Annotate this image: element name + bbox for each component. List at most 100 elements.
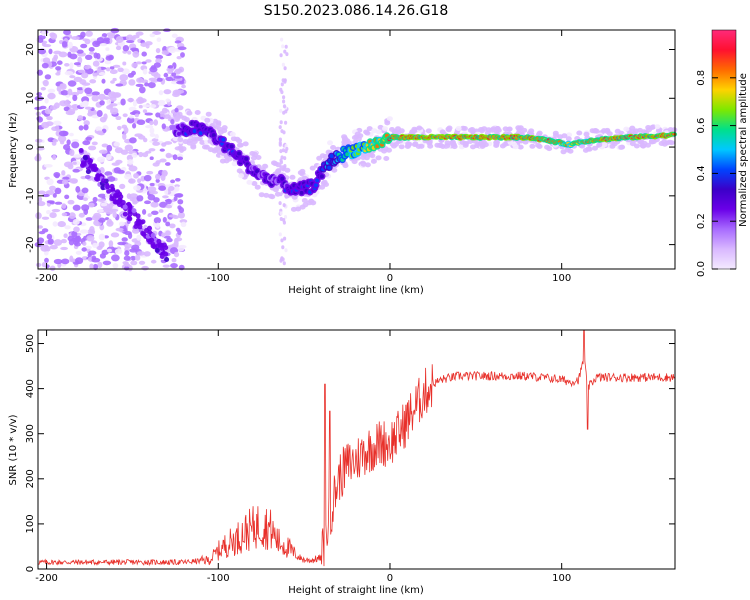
spectrogram-cell <box>119 74 129 82</box>
spectrogram-cell <box>149 127 155 134</box>
spectrogram-cell <box>127 50 132 55</box>
spectrogram-cell <box>110 107 119 115</box>
spectrogram-cell <box>45 190 55 196</box>
spectrogram-cell <box>104 96 110 100</box>
spectrogram-cell <box>49 185 56 191</box>
spectrogram-cell <box>43 163 53 168</box>
spectrogram-cell <box>142 68 148 75</box>
spectrogram-cell <box>73 226 80 233</box>
spectrogram-cell <box>138 260 146 265</box>
spectrogram-blobs <box>34 27 678 272</box>
spectrogram-cell <box>150 232 156 238</box>
spectrogram-cell <box>159 245 165 251</box>
spectrogram-cell <box>58 130 68 137</box>
spectrogram-cell <box>155 54 164 60</box>
spectrogram-cell <box>112 211 117 219</box>
spectrogram-cell <box>327 165 332 170</box>
spectrogram-cell <box>221 137 226 142</box>
spectrogram-cell <box>280 37 284 42</box>
spectrogram-cell <box>64 194 70 200</box>
spectrogram-cell <box>330 145 337 150</box>
spectrogram-cell <box>107 176 116 182</box>
spectrogram-cell <box>165 154 175 158</box>
spectrogram-cell <box>283 49 287 54</box>
spectrogram-cell <box>127 209 133 214</box>
spectrogram-cell <box>108 240 114 248</box>
y-tick-label: 400 <box>25 379 36 398</box>
spectrogram-cell <box>284 167 291 173</box>
spectrogram-cell <box>155 112 161 118</box>
spectrogram-cell <box>163 251 169 257</box>
spectrogram-cell <box>98 233 106 241</box>
spectrogram-cell <box>258 192 265 198</box>
spectrogram-cell <box>176 56 182 60</box>
spectrogram-cell <box>446 125 453 131</box>
spectrogram-cell <box>124 261 129 267</box>
spectrogram-cell <box>105 47 110 51</box>
spectrogram-cell <box>280 176 285 181</box>
spectrogram-cell <box>85 136 93 141</box>
spectrogram-cell <box>136 234 142 241</box>
spectrogram-cell <box>650 139 657 145</box>
spectrogram-cell <box>162 216 167 223</box>
spectrogram-cell <box>162 264 170 268</box>
spectrogram-cell <box>173 196 178 202</box>
spectrogram-cell <box>170 263 178 269</box>
spectrogram-cell <box>74 242 81 247</box>
spectrogram-cell <box>138 151 144 158</box>
spectrogram-cell <box>246 179 253 185</box>
spectrogram-cell <box>131 62 138 68</box>
spectrogram-cell <box>66 139 71 146</box>
spectrogram-cell <box>69 149 75 157</box>
spectrogram-cell <box>44 108 52 115</box>
spectrogram-cell <box>83 120 90 126</box>
spectrogram-cell <box>37 37 44 44</box>
x-tick-label: -200 <box>35 273 58 284</box>
spectrogram-cell <box>128 79 136 86</box>
spectrogram-cell <box>106 248 112 253</box>
spectrogram-cell <box>113 141 121 147</box>
spectrogram-cell <box>105 184 111 190</box>
spectrogram-cell <box>150 100 159 104</box>
spectrogram-cell <box>126 215 132 221</box>
spectrogram-cell <box>97 156 106 163</box>
spectrogram-cell <box>529 143 536 149</box>
spectrogram-cell <box>102 260 112 266</box>
snr-series-line <box>37 329 676 567</box>
spectrogram-cell <box>70 91 80 97</box>
spectrogram-cell <box>152 141 160 146</box>
spectrogram-cell <box>104 59 112 65</box>
y-tick-label: 20 <box>25 43 36 56</box>
spectrogram-cell <box>130 255 137 261</box>
spectrogram-cell <box>281 148 286 153</box>
spectrogram-cell <box>36 201 46 207</box>
spectrogram-cell <box>86 235 95 242</box>
spectrogram-cell <box>49 265 56 272</box>
spectrogram-cell <box>91 91 100 96</box>
spectrogram-cell <box>120 149 129 155</box>
spectrogram-cell <box>77 69 86 73</box>
spectrogram-cell <box>71 36 80 40</box>
spectrogram-cell <box>41 62 49 69</box>
spectrogram-cell <box>462 142 469 148</box>
x-tick-label: 100 <box>552 273 571 284</box>
spectrogram-cell <box>65 110 75 116</box>
spectrogram-cell <box>147 186 157 193</box>
spectrogram-cell <box>47 92 56 100</box>
spectrogram-cell <box>132 34 140 39</box>
spectrogram-cell <box>98 72 106 76</box>
spectrogram-cell <box>35 262 42 267</box>
spectrogram-cell <box>69 62 74 69</box>
spectrogram-cell <box>280 238 284 243</box>
spectrogram-cell <box>122 61 127 66</box>
spectrogram-cell <box>130 260 138 266</box>
spectrogram-cell <box>80 162 85 168</box>
spectrogram-cell <box>149 33 156 38</box>
spectrogram-cell <box>126 116 135 124</box>
spectrogram-cell <box>153 119 159 126</box>
spectrogram-cell <box>135 83 144 88</box>
spectrogram-cell <box>85 217 93 221</box>
spectrogram-cell <box>182 139 189 145</box>
spectrogram-cell <box>281 62 285 67</box>
